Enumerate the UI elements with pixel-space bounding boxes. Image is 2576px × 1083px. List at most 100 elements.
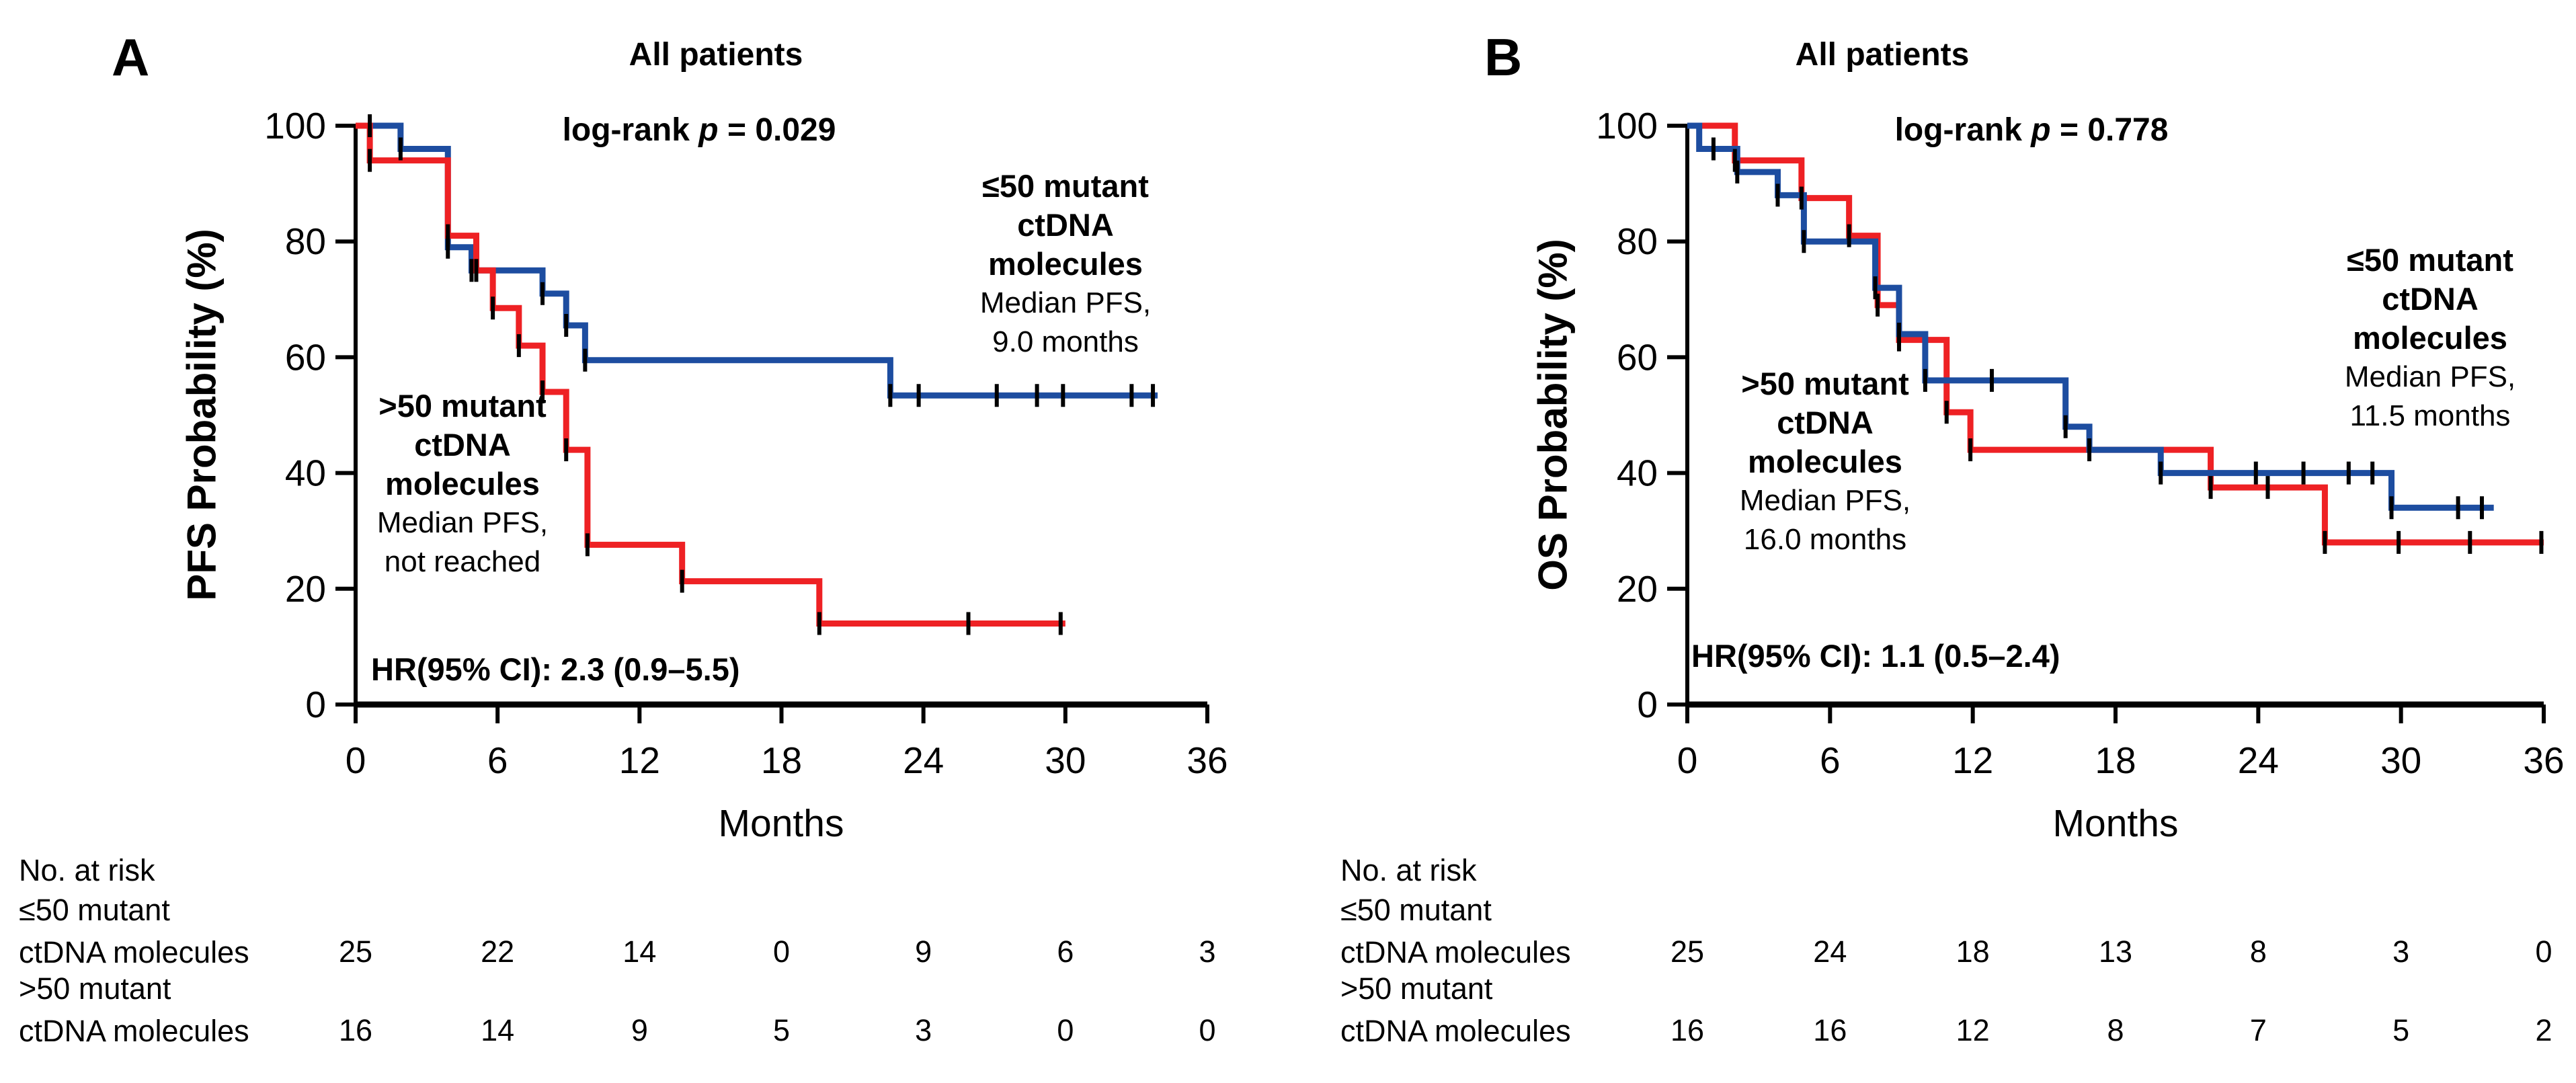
- annotation-line: >50 mutant: [1741, 366, 1909, 401]
- risk-count: 0: [773, 934, 790, 969]
- annotation-line: molecules: [1748, 444, 1902, 479]
- hazard-ratio-annotation: HR(95% CI): 1.1 (0.5–2.4): [1691, 638, 2060, 674]
- y-tick-label: 60: [285, 336, 326, 378]
- log-rank-p-symbol: p: [2031, 112, 2051, 148]
- panel-a: 0 6 12 18 24 30 36 0 20 40 60 80 100 25 22 14 0 9 6 3 16 14 9 5…: [19, 28, 1228, 1048]
- panel-letter: B: [1484, 28, 1523, 87]
- risk-row-gt50-label2: ctDNA molecules: [19, 1014, 249, 1048]
- risk-count: 18: [1956, 934, 1990, 969]
- annotation-line: ctDNA: [414, 427, 511, 463]
- annotation-le50-group: ≤50 mutant ctDNA molecules Median PFS, 9…: [980, 167, 1151, 362]
- annotation-line: Median PFS,: [1739, 484, 1911, 517]
- y-axis-label: PFS Probability (%): [179, 229, 225, 601]
- risk-count: 24: [1813, 934, 1847, 969]
- risk-count: 6: [1057, 934, 1074, 969]
- annotation-line: molecules: [988, 246, 1143, 282]
- y-tick-label: 100: [264, 105, 326, 147]
- x-tick-label: 18: [761, 739, 802, 781]
- y-tick-label: 20: [1617, 568, 1658, 610]
- risk-count: 3: [1199, 934, 1215, 969]
- x-tick-label: 24: [903, 739, 944, 781]
- risk-row-le50-label2: ctDNA molecules: [1340, 935, 1571, 969]
- risk-count: 8: [2250, 934, 2267, 969]
- risk-count: 14: [481, 1013, 514, 1047]
- risk-count: 13: [2099, 934, 2132, 969]
- x-tick-label: 36: [1186, 739, 1227, 781]
- annotation-line: ctDNA: [1017, 207, 1114, 243]
- x-tick-label: 30: [1045, 739, 1086, 781]
- y-tick-label: 40: [285, 452, 326, 494]
- risk-row-gt50-label2: ctDNA molecules: [1340, 1014, 1571, 1048]
- annotation-line: molecules: [385, 466, 540, 502]
- x-tick-label: 6: [1820, 739, 1841, 781]
- log-rank-p-symbol: p: [698, 112, 719, 148]
- risk-row-le50-label2: ctDNA molecules: [19, 935, 249, 969]
- y-tick-label: 60: [1617, 336, 1658, 378]
- panel-title: All patients: [629, 37, 803, 73]
- annotation-line: 9.0 months: [992, 325, 1139, 358]
- y-tick-label: 0: [305, 684, 326, 725]
- risk-count: 7: [2250, 1013, 2267, 1047]
- risk-count: 0: [1057, 1013, 1074, 1047]
- risk-count: 0: [2535, 934, 2552, 969]
- km-curve-blue: [356, 122, 1158, 399]
- annotation-line: Median PFS,: [376, 506, 549, 539]
- annotation-line: not reached: [384, 545, 541, 578]
- hazard-ratio-annotation: HR(95% CI): 2.3 (0.9–5.5): [371, 651, 740, 687]
- y-tick-label: 0: [1637, 684, 1658, 725]
- annotation-line: Median PFS,: [979, 286, 1152, 319]
- risk-count: 25: [1671, 934, 1704, 969]
- annotation-line: 11.5 months: [2349, 399, 2511, 432]
- risk-count: 5: [773, 1013, 790, 1047]
- risk-count: 25: [339, 934, 372, 969]
- log-rank-annotation: log-rank p = 0.029: [563, 112, 836, 149]
- risk-count: 9: [915, 934, 932, 969]
- risk-count: 0: [1199, 1013, 1215, 1047]
- y-tick-label: 40: [1617, 452, 1658, 494]
- y-tick-label: 20: [285, 568, 326, 610]
- risk-count: 16: [1813, 1013, 1847, 1047]
- risk-count: 16: [339, 1013, 372, 1047]
- panel-letter: A: [112, 28, 150, 87]
- annotation-line: ctDNA: [1777, 405, 1874, 440]
- risk-count: 22: [481, 934, 514, 969]
- x-axis-label: Months: [718, 802, 844, 845]
- log-rank-value: = 0.029: [727, 112, 836, 148]
- annotation-line: ≤50 mutant: [2347, 242, 2513, 278]
- risk-row-gt50-label: >50 mutant: [1340, 971, 1493, 1006]
- risk-row-gt50-label: >50 mutant: [19, 971, 171, 1006]
- panel-title: All patients: [1795, 37, 1970, 73]
- x-tick-label: 6: [487, 739, 508, 781]
- y-tick-label: 80: [1617, 220, 1658, 262]
- x-tick-label: 0: [1677, 739, 1698, 781]
- annotation-line: Median PFS,: [2344, 360, 2516, 393]
- annotation-gt50-group: >50 mutant ctDNA molecules Median PFS, n…: [377, 387, 548, 581]
- risk-count: 8: [2107, 1013, 2124, 1047]
- annotation-le50-group: ≤50 mutant ctDNA molecules Median PFS, 1…: [2345, 241, 2515, 436]
- risk-count: 3: [915, 1013, 932, 1047]
- log-rank-prefix: log-rank: [562, 112, 690, 148]
- risk-count: 3: [2392, 934, 2409, 969]
- risk-count: 2: [2535, 1013, 2552, 1047]
- annotation-gt50-group: >50 mutant ctDNA molecules Median PFS, 1…: [1740, 364, 1910, 559]
- log-rank-prefix: log-rank: [1894, 112, 2022, 148]
- risk-count: 12: [1956, 1013, 1990, 1047]
- x-tick-label: 0: [346, 739, 366, 781]
- log-rank-annotation: log-rank p = 0.778: [1895, 112, 2169, 149]
- risk-table-header: No. at risk: [1340, 853, 1477, 887]
- y-tick-label: 80: [285, 220, 326, 262]
- annotation-line: ≤50 mutant: [982, 168, 1149, 204]
- risk-table-header: No. at risk: [19, 853, 155, 887]
- risk-row-le50-label: ≤50 mutant: [1340, 893, 1492, 927]
- x-tick-label: 36: [2523, 739, 2564, 781]
- risk-count: 5: [2392, 1013, 2409, 1047]
- x-tick-label: 12: [619, 739, 660, 781]
- y-tick-label: 100: [1596, 105, 1658, 147]
- annotation-line: ctDNA: [2382, 281, 2479, 317]
- x-tick-label: 24: [2238, 739, 2279, 781]
- panel-b: 0 6 12 18 24 30 36 0 20 40 60 80 100 25 24 18 13 8 3 0 16 16 1…: [1288, 0, 2576, 1083]
- y-axis-label: OS Probability (%): [1530, 239, 1576, 591]
